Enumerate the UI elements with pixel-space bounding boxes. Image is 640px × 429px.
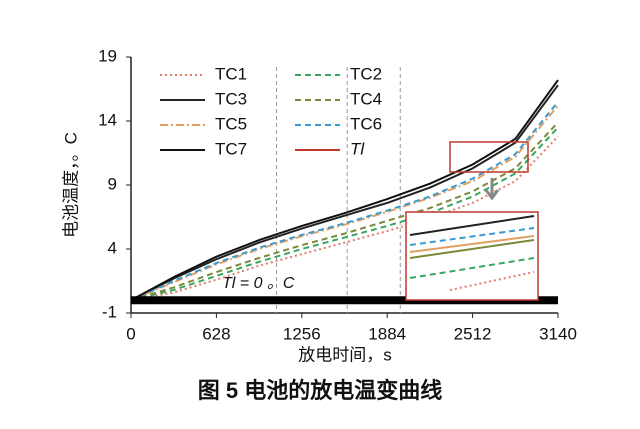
- series-line: [130, 104, 559, 302]
- y-axis-label: 电池温度，。C: [61, 132, 80, 238]
- inset-line: [409, 257, 535, 279]
- series-line: [130, 121, 559, 302]
- legend-label: Tl: [350, 139, 365, 158]
- legend-label: TC3: [215, 89, 247, 108]
- inset-line: [449, 271, 535, 291]
- x-tick-label: 3140: [539, 324, 577, 343]
- inset-line: [409, 235, 535, 253]
- inset-line: [409, 227, 535, 246]
- legend-label: TC2: [350, 64, 382, 83]
- zoom-arrow: [484, 178, 500, 201]
- zoom-box: [449, 141, 529, 173]
- series-line: [130, 79, 559, 302]
- x-tick-label: 2512: [454, 324, 492, 343]
- series-line: [130, 135, 559, 302]
- x-axis-label: 放电时间，s: [298, 345, 392, 364]
- y-tick-label: -1: [102, 302, 117, 321]
- legend-label: TC4: [350, 89, 382, 108]
- inset-line: [409, 215, 535, 236]
- series-line: [130, 84, 559, 302]
- y-tick-label: 14: [98, 110, 117, 129]
- legend-label: TC7: [215, 139, 247, 158]
- inset-line: [409, 239, 535, 259]
- x-tick-label: 1884: [368, 324, 406, 343]
- x-tick-label: 628: [202, 324, 230, 343]
- y-tick-label: 9: [108, 174, 117, 193]
- annotation: Tl = 0 。C: [222, 275, 295, 292]
- x-tick-label: 1256: [283, 324, 321, 343]
- inset: [405, 211, 539, 301]
- legend-label: TC5: [215, 114, 247, 133]
- series-line: [130, 126, 559, 302]
- legend-label: TC6: [350, 114, 382, 133]
- y-tick-label: 19: [98, 46, 117, 65]
- chart-title: 图 5 电池的放电温变曲线: [198, 378, 442, 403]
- x-tick-label: 0: [126, 324, 135, 343]
- legend-label: TC1: [215, 64, 247, 83]
- y-tick-label: 4: [108, 238, 117, 257]
